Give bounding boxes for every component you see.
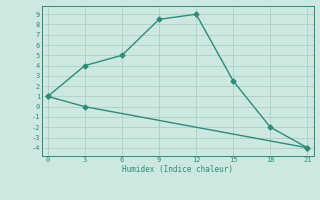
- X-axis label: Humidex (Indice chaleur): Humidex (Indice chaleur): [122, 165, 233, 174]
